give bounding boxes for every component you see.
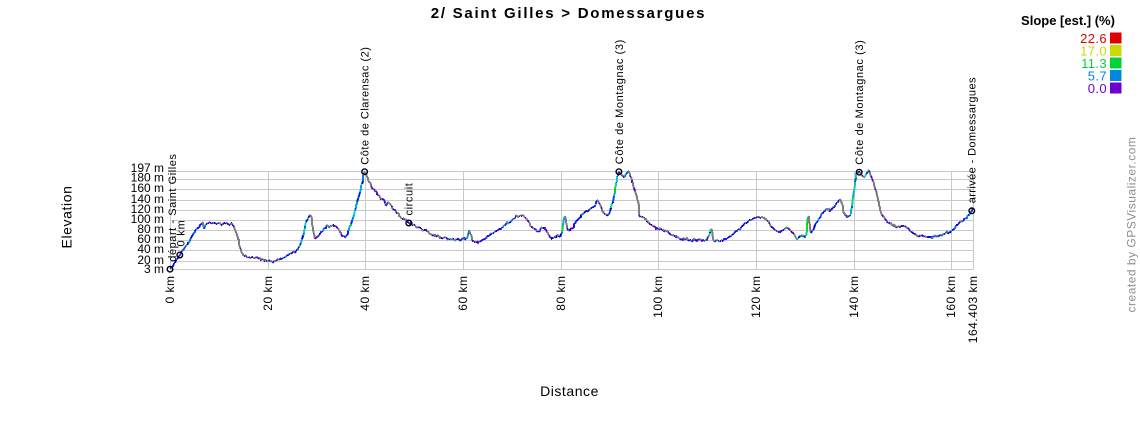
svg-text:164.403 km: 164.403 km: [966, 276, 980, 344]
svg-text:0 km: 0 km: [175, 219, 187, 246]
svg-text:140 m: 140 m: [131, 192, 164, 206]
svg-text:5.7: 5.7: [1088, 69, 1107, 84]
svg-text:Côte de Clarensac (2): Côte de Clarensac (2): [360, 47, 372, 165]
svg-text:2/ Saint Gilles > Domessargues: 2/ Saint Gilles > Domessargues: [431, 5, 707, 22]
svg-text:40 km: 40 km: [358, 276, 372, 311]
svg-text:197 m: 197 m: [131, 161, 164, 175]
svg-text:120 m: 120 m: [131, 202, 164, 216]
svg-text:20 m: 20 m: [137, 253, 164, 267]
svg-text:départ - Saint Gilles: départ - Saint Gilles: [167, 154, 179, 262]
svg-text:160 m: 160 m: [131, 181, 164, 195]
svg-text:Distance: Distance: [540, 383, 599, 399]
svg-text:11.3: 11.3: [1081, 56, 1107, 71]
svg-text:Slope [est.] (%): Slope [est.] (%): [1021, 13, 1115, 28]
svg-text:created by GPSVisualizer.com: created by GPSVisualizer.com: [1125, 137, 1139, 313]
svg-text:Côte de Montagnac (3): Côte de Montagnac (3): [614, 39, 626, 164]
svg-text:0.0: 0.0: [1088, 81, 1107, 96]
svg-text:17.0: 17.0: [1080, 44, 1107, 59]
svg-text:22.6: 22.6: [1080, 31, 1107, 46]
svg-text:100 km: 100 km: [651, 276, 665, 318]
svg-text:120 km: 120 km: [749, 276, 763, 318]
svg-text:180 m: 180 m: [131, 171, 164, 185]
svg-text:40 m: 40 m: [137, 242, 164, 256]
svg-text:circuit: circuit: [403, 183, 415, 216]
svg-text:160 km: 160 km: [944, 276, 958, 318]
svg-text:60 km: 60 km: [456, 276, 470, 311]
svg-text:3 m: 3 m: [144, 262, 164, 276]
svg-text:80 km: 80 km: [554, 276, 568, 311]
svg-text:arrivée - Domessargues: arrivée - Domessargues: [967, 77, 979, 203]
svg-text:0 km: 0 km: [163, 276, 177, 304]
svg-text:20 km: 20 km: [261, 276, 275, 311]
svg-text:100 m: 100 m: [131, 212, 164, 226]
svg-text:80 m: 80 m: [137, 222, 164, 236]
svg-text:60 m: 60 m: [137, 232, 164, 246]
svg-text:Côte de Montagnac (3): Côte de Montagnac (3): [854, 40, 866, 165]
svg-text:140 km: 140 km: [847, 276, 861, 318]
svg-text:Elevation: Elevation: [59, 186, 75, 249]
